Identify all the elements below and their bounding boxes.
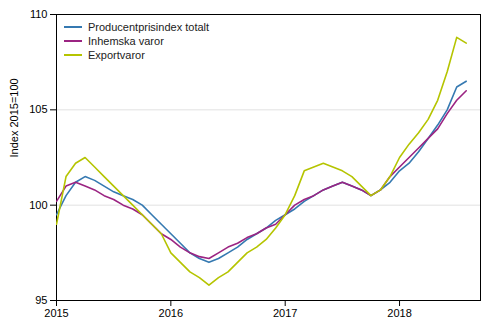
- svg-text:2016: 2016: [159, 307, 183, 319]
- svg-text:105: 105: [29, 103, 47, 115]
- html-text:Producentprisindex totalt: Producentprisindex totalt: [88, 21, 210, 33]
- svg-text:110: 110: [30, 8, 48, 20]
- svg-text:100: 100: [29, 199, 47, 211]
- html-text:Exportvaror: Exportvaror: [88, 49, 145, 61]
- svg-text:95: 95: [35, 294, 47, 306]
- svg-text:2018: 2018: [387, 307, 411, 319]
- svg-text:2015: 2015: [44, 307, 68, 319]
- svg-text:2017: 2017: [273, 307, 297, 319]
- svg-text:Index 2015=100: Index 2015=100: [8, 78, 20, 157]
- html-text:Inhemska varor: Inhemska varor: [88, 35, 164, 47]
